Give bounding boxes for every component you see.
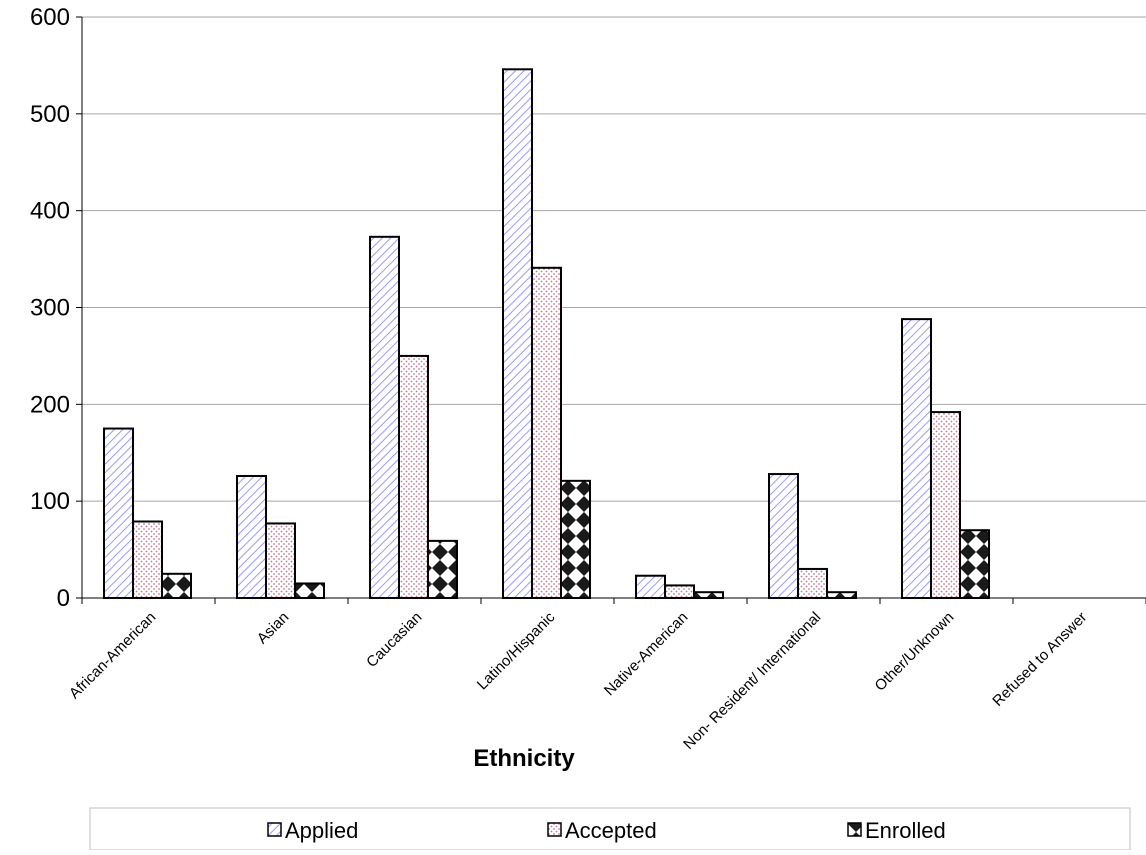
y-tick-label: 400 [30,198,70,225]
bar-enrolled-5 [826,591,857,600]
bar-accepted-4 [664,584,695,600]
x-category-label: Non- Resident/ International [680,609,824,753]
x-category-label: Refused to Answer [989,609,1090,710]
bars [103,68,990,600]
legend-frame [89,807,1131,851]
bar-enrolled-1 [294,582,325,599]
legend-swatch-enrolled [847,822,862,837]
bar-enrolled-0 [161,572,192,600]
bar-applied-3 [502,68,533,600]
bar-accepted-3 [531,266,562,599]
bar-applied-5 [768,473,799,600]
bar-enrolled-6 [959,529,990,600]
x-category-label: Latino/Hispanic [474,608,559,693]
x-category-label: Caucasian [363,609,425,671]
bar-applied-6 [901,318,932,599]
y-tick-label: 300 [30,295,70,322]
x-category-label: Other/Unknown [872,609,958,695]
x-category-label: Native-American [601,609,691,699]
bar-accepted-2 [398,354,429,599]
bar-applied-1 [236,474,267,599]
y-tick-label: 100 [30,488,70,515]
legend-label-applied: Applied [285,818,358,843]
bar-accepted-0 [132,520,163,599]
y-tick-label: 600 [30,4,70,31]
bar-applied-2 [369,235,400,599]
bar-enrolled-3 [560,479,591,599]
gridlines [82,16,1146,502]
bar-accepted-5 [797,567,828,600]
y-tick-label: 500 [30,101,70,128]
legend: Applied Accepted Enrolled [89,807,1131,851]
y-tick-label: 0 [57,585,70,612]
bar-enrolled-2 [427,539,458,600]
legend-label-enrolled: Enrolled [865,818,946,843]
bar-applied-4 [635,574,666,599]
x-category-label: Asian [254,609,293,648]
x-axis-title: Ethnicity [473,745,575,772]
bar-applied-0 [103,427,134,599]
y-tick-label: 200 [30,391,70,418]
legend-swatch-applied [267,822,282,837]
legend-label-accepted: Accepted [565,818,657,843]
bar-accepted-6 [930,411,961,599]
legend-swatch-accepted [547,822,562,837]
bar-accepted-1 [265,522,296,600]
x-category-label: African-American [66,609,159,702]
bar-enrolled-4 [693,591,724,600]
